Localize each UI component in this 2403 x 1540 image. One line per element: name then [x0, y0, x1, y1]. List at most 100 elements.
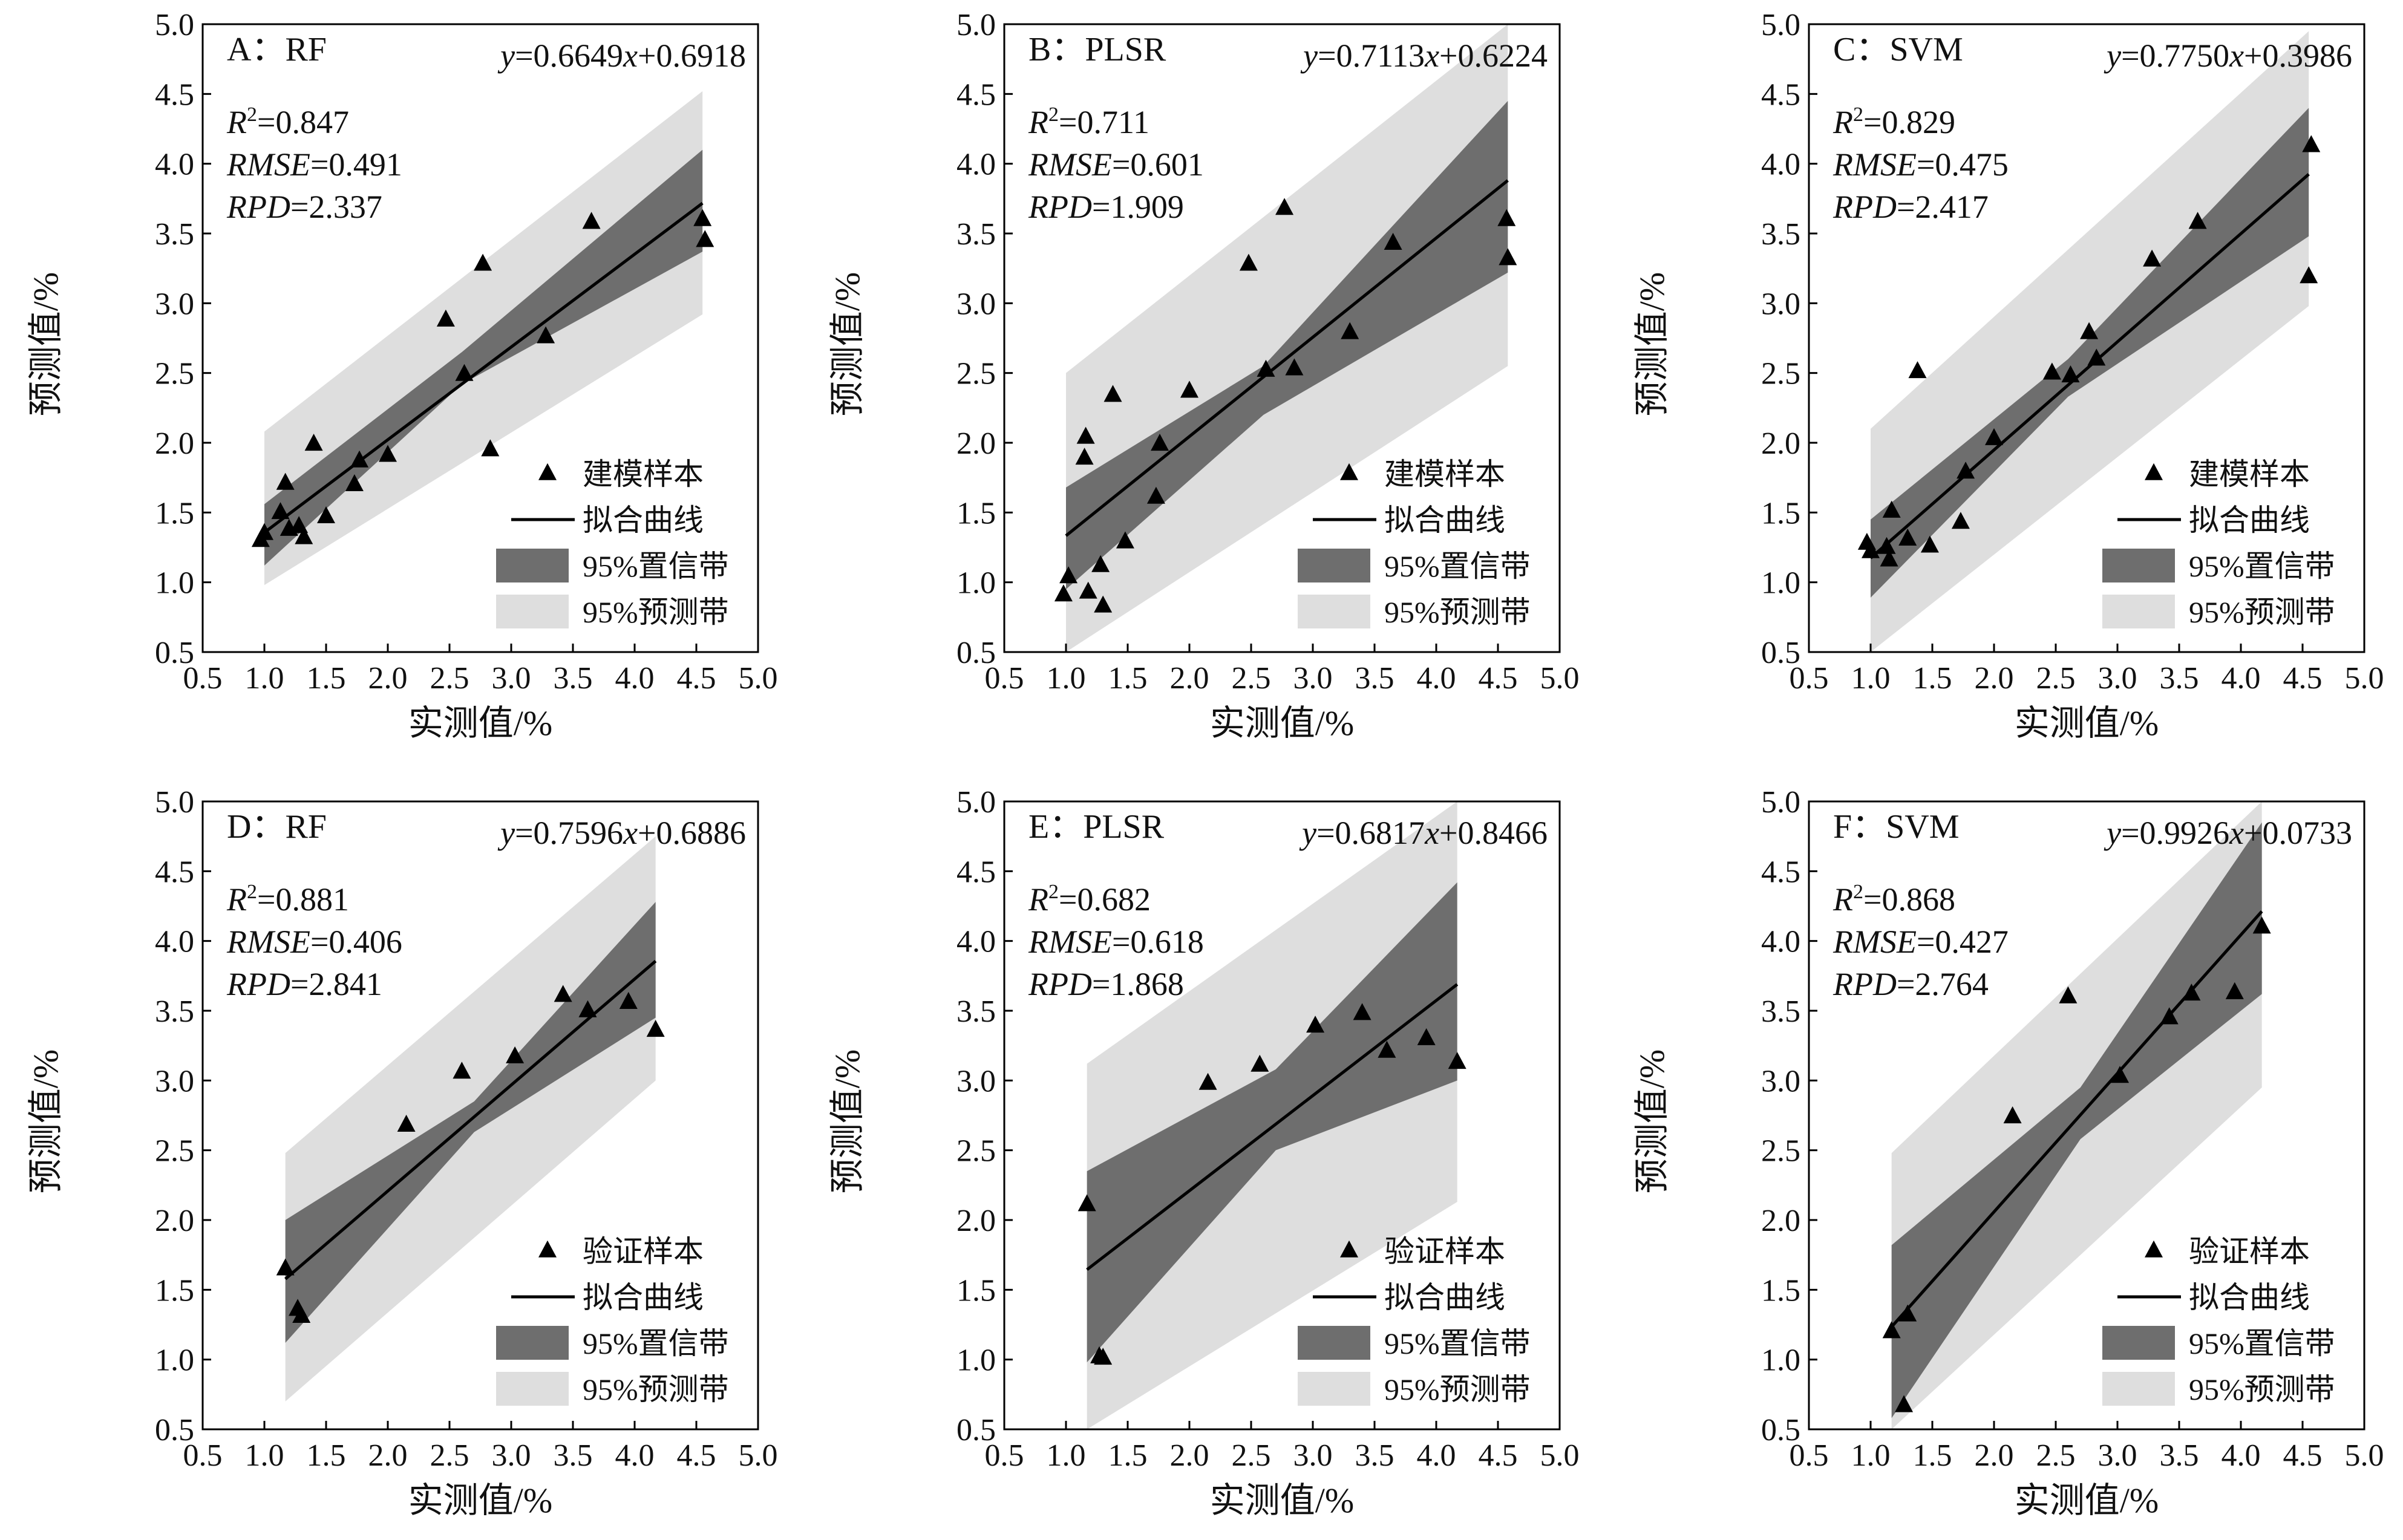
axes-frame: [201, 23, 759, 653]
equation-part: x: [623, 38, 638, 74]
regression-equation: y=0.7596x+0.6886: [497, 815, 746, 851]
y-tick-label: 3.0: [1761, 287, 1800, 321]
x-tick-label: 3.0: [492, 661, 531, 696]
y-tick-label: 0.5: [956, 1413, 996, 1447]
x-tick-label: 4.0: [615, 661, 655, 696]
x-tick-label: 1.0: [1851, 1438, 1891, 1473]
y-tick-label: 5.0: [1761, 8, 1800, 42]
x-tick-label: 2.5: [2036, 661, 2076, 696]
legend-prediction-swatch: [1298, 1372, 1370, 1406]
y-tick-label: 1.5: [155, 1273, 194, 1308]
y-tick-label: 4.5: [1761, 77, 1800, 112]
x-tick-label: 3.5: [2160, 661, 2199, 696]
x-tick-label: 3.5: [1355, 1438, 1394, 1473]
legend-confidence-swatch: [2102, 549, 2175, 582]
y-tick-label: 3.5: [1761, 217, 1800, 252]
r2-stat: R2=0.829: [1832, 103, 1955, 140]
y-tick-label: 2.0: [155, 426, 194, 461]
y-tick-label: 3.5: [956, 994, 996, 1029]
y-tick-label: 0.5: [956, 636, 996, 670]
data-point: [554, 985, 572, 1002]
x-tick-label: 0.5: [1790, 661, 1829, 696]
confidence-band: [1871, 108, 2309, 598]
x-tick-label: 4.0: [1417, 1438, 1456, 1473]
y-tick-label: 1.0: [956, 566, 996, 601]
legend-label: 验证样本: [2189, 1235, 2310, 1268]
y-tick-label: 3.5: [956, 217, 996, 252]
y-tick-label: 5.0: [956, 785, 996, 820]
legend-marker-icon: [538, 1240, 557, 1258]
rpd-stat: RPD=2.841: [226, 966, 382, 1002]
legend-marker-icon: [2145, 1240, 2163, 1258]
y-tick-label: 2.5: [956, 357, 996, 391]
x-tick-label: 3.0: [2098, 661, 2137, 696]
legend-label: 95%预测带: [1384, 1372, 1531, 1406]
data-point: [2003, 1106, 2022, 1124]
x-tick-label: 3.5: [554, 661, 593, 696]
x-tick-label: 4.0: [615, 1438, 655, 1473]
data-point: [1898, 1304, 1917, 1322]
equation-part: =0.6817: [1316, 815, 1425, 851]
legend-prediction-swatch: [496, 595, 569, 628]
rpd-stat: RPD=2.337: [226, 189, 382, 225]
data-point: [1898, 528, 1917, 546]
legend-label: 95%置信带: [1384, 549, 1531, 583]
data-point: [1985, 428, 2003, 445]
x-tick-label: 2.5: [430, 1438, 469, 1473]
x-tick-label: 4.5: [2283, 661, 2323, 696]
equation-part: +0.0733: [2244, 815, 2352, 851]
x-tick-label: 1.5: [307, 1438, 346, 1473]
data-point: [578, 1000, 597, 1017]
y-axis-label: 预测值/%: [828, 272, 867, 416]
legend-label: 95%预测带: [583, 595, 729, 629]
data-point: [1077, 1194, 1096, 1212]
data-point: [1239, 253, 1258, 271]
y-tick-label: 0.5: [1761, 1413, 1800, 1447]
x-tick-label: 0.5: [183, 661, 223, 696]
panel-E: 0.50.5 1.0 1.0 1.5 1.5 2.0 2.0 2.5 2.5 3.0 3.0 3.5 3…: [828, 785, 1580, 1520]
data-point: [2087, 348, 2106, 366]
y-tick-label: 3.5: [155, 994, 194, 1029]
data-point: [2061, 365, 2080, 383]
y-tick-label: 3.5: [155, 217, 194, 252]
axes-frame: [1003, 23, 1561, 653]
data-point: [1920, 535, 1939, 553]
data-point: [481, 439, 500, 457]
y-tick-label: 3.0: [155, 287, 194, 321]
x-tick-label: 1.5: [1913, 1438, 1952, 1473]
x-tick-label: 5.0: [2345, 661, 2384, 696]
x-tick-label: 4.5: [2283, 1438, 2323, 1473]
x-tick-label: 1.5: [1108, 661, 1148, 696]
regression-equation: y=0.7750x+0.3986: [2104, 38, 2352, 74]
axes-frame: [201, 800, 759, 1431]
y-tick-label: 4.5: [956, 855, 996, 889]
x-tick-label: 2.0: [1170, 1438, 1209, 1473]
x-tick-label: 1.5: [1913, 661, 1952, 696]
x-tick-label: 3.5: [554, 1438, 593, 1473]
legend-label: 拟合曲线: [1384, 503, 1505, 537]
legend-confidence-swatch: [496, 1326, 569, 1360]
data-point: [1882, 500, 1901, 518]
data-point: [1862, 541, 1880, 558]
r2-stat: R2=0.847: [226, 103, 349, 140]
panel-title: F：SVM: [1833, 808, 1960, 846]
legend-confidence-swatch: [2102, 1326, 2175, 1360]
y-tick-label: 3.0: [1761, 1064, 1800, 1098]
data-point: [1091, 555, 1110, 572]
data-point: [436, 309, 455, 327]
data-point: [1957, 462, 1975, 479]
x-tick-label: 4.5: [677, 661, 716, 696]
regression-equation: y=0.7113x+0.6224: [1300, 38, 1548, 74]
data-point: [2111, 1066, 2130, 1083]
data-point: [1499, 248, 1517, 266]
y-tick-label: 1.5: [956, 1273, 996, 1308]
y-axis-label: 预测值/%: [1632, 272, 1672, 416]
x-tick-label: 3.0: [2098, 1438, 2137, 1473]
y-tick-label: 4.0: [1761, 148, 1800, 182]
x-tick-label: 4.5: [1479, 1438, 1518, 1473]
legend-label: 95%置信带: [583, 1326, 729, 1360]
